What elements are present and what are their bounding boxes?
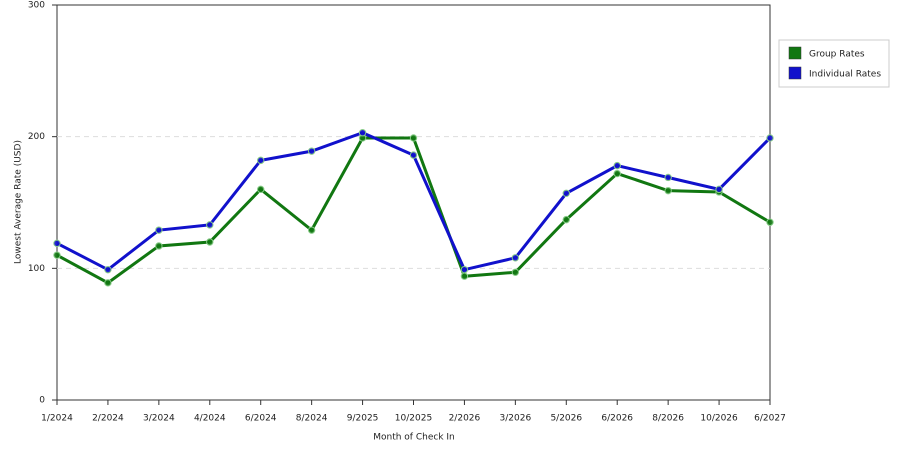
y-tick-label: 100 [28, 264, 45, 274]
data-point [206, 238, 214, 246]
plot-frame [56, 4, 771, 401]
data-point [307, 226, 316, 234]
data-point [206, 221, 214, 229]
x-axis-label: Month of Check In [373, 433, 455, 443]
data-point [155, 226, 163, 234]
legend-swatch [788, 46, 802, 60]
x-tick-label: 4/2024 [194, 414, 226, 424]
legend-swatch [788, 66, 802, 80]
y-tick-label: 0 [39, 396, 45, 406]
data-point [358, 129, 367, 137]
x-tick-label: 3/2024 [143, 414, 175, 424]
x-tick-label: 2/2026 [449, 414, 481, 424]
data-point [664, 173, 672, 182]
data-point [613, 169, 621, 178]
data-point [53, 239, 61, 248]
legend-label: Group Rates [809, 50, 865, 60]
data-point [766, 218, 774, 226]
y-tick-label: 200 [28, 132, 45, 142]
y-axis-label: Lowest Average Rate (USD) [14, 140, 24, 264]
x-tick-label: 3/2026 [500, 414, 532, 424]
data-point [307, 147, 316, 155]
data-point [613, 161, 621, 170]
data-point [664, 186, 672, 195]
x-tick-label: 9/2025 [347, 414, 379, 424]
data-point [257, 185, 265, 194]
data-point [562, 215, 570, 224]
x-tick-label: 6/2027 [754, 414, 786, 424]
data-point [562, 189, 570, 197]
data-point [460, 272, 469, 280]
data-point [53, 251, 61, 259]
x-tick-label: 6/2024 [245, 414, 277, 424]
data-point [511, 254, 520, 262]
data-point [715, 185, 723, 194]
legend-label: Individual Rates [809, 70, 881, 80]
data-point [766, 134, 774, 142]
x-tick-label: 5/2026 [550, 414, 582, 424]
x-tick-label: 10/2026 [700, 414, 738, 424]
data-point [104, 279, 112, 287]
x-tick-label: 10/2025 [395, 414, 432, 424]
x-tick-label: 6/2026 [601, 414, 633, 424]
x-tick-label: 1/2024 [41, 414, 73, 424]
data-point [511, 268, 520, 276]
data-point [409, 134, 418, 142]
data-point [104, 265, 112, 274]
data-point [409, 151, 418, 159]
y-tick-label: 300 [28, 1, 45, 11]
data-point [155, 242, 163, 250]
data-point [257, 156, 265, 165]
x-tick-label: 8/2024 [296, 414, 328, 424]
data-point [460, 265, 469, 274]
x-tick-label: 2/2024 [92, 414, 124, 424]
x-tick-label: 8/2026 [652, 414, 684, 424]
